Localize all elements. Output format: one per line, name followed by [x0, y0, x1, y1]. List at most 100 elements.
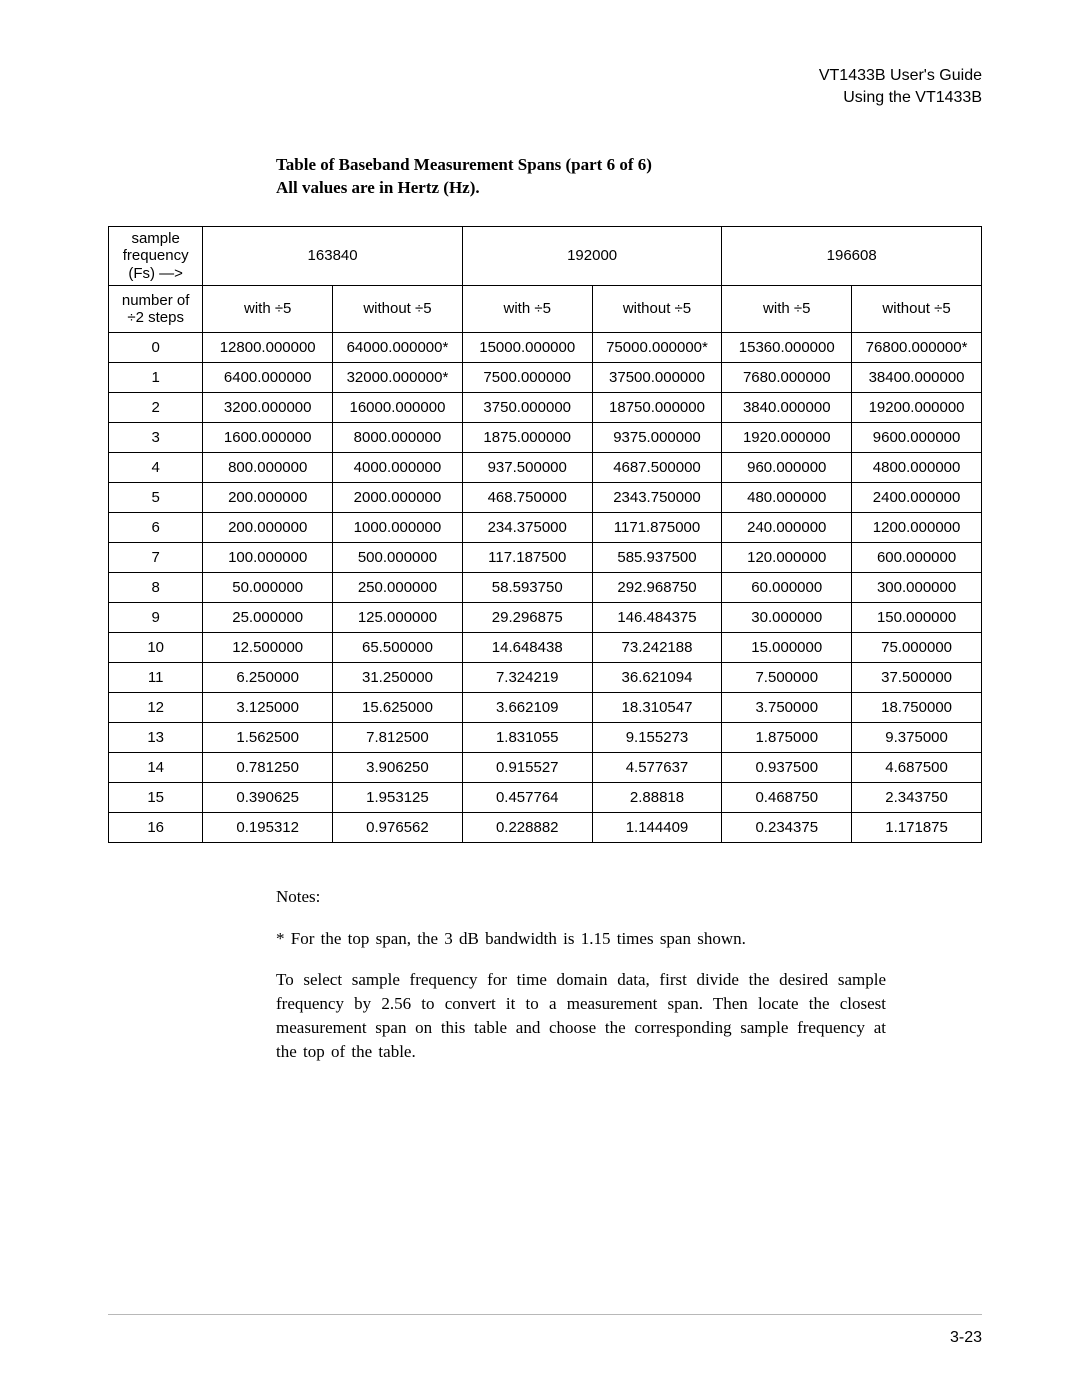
- table-row: 012800.00000064000.000000*15000.00000075…: [109, 332, 982, 362]
- table-row: 4800.0000004000.000000937.5000004687.500…: [109, 452, 982, 482]
- value-cell: 1000.000000: [333, 512, 463, 542]
- table-title-line2: All values are in Hertz (Hz).: [276, 177, 982, 200]
- freq-group-0: 163840: [203, 227, 463, 286]
- corner-header-l1: sample frequency: [123, 230, 189, 264]
- value-cell: 0.234375: [722, 812, 852, 842]
- value-cell: 7.324219: [462, 662, 592, 692]
- value-cell: 15.000000: [722, 632, 852, 662]
- table-row: 5200.0000002000.000000468.7500002343.750…: [109, 482, 982, 512]
- value-cell: 25.000000: [203, 602, 333, 632]
- value-cell: 1.875000: [722, 722, 852, 752]
- table-row: 850.000000250.00000058.593750292.9687506…: [109, 572, 982, 602]
- value-cell: 1600.000000: [203, 422, 333, 452]
- value-cell: 18.310547: [592, 692, 722, 722]
- value-cell: 65.500000: [333, 632, 463, 662]
- value-cell: 200.000000: [203, 482, 333, 512]
- value-cell: 240.000000: [722, 512, 852, 542]
- value-cell: 600.000000: [852, 542, 982, 572]
- doc-header: VT1433B User's Guide Using the VT1433B: [108, 65, 982, 108]
- value-cell: 1.171875: [852, 812, 982, 842]
- value-cell: 29.296875: [462, 602, 592, 632]
- value-cell: 7.812500: [333, 722, 463, 752]
- value-cell: 6.250000: [203, 662, 333, 692]
- value-cell: 14.648438: [462, 632, 592, 662]
- subhead-0: with ÷5: [203, 285, 333, 332]
- value-cell: 32000.000000*: [333, 362, 463, 392]
- value-cell: 15.625000: [333, 692, 463, 722]
- value-cell: 3.906250: [333, 752, 463, 782]
- table-row: 160.1953120.9765620.2288821.1444090.2343…: [109, 812, 982, 842]
- value-cell: 4800.000000: [852, 452, 982, 482]
- value-cell: 7500.000000: [462, 362, 592, 392]
- value-cell: 0.976562: [333, 812, 463, 842]
- value-cell: 76800.000000*: [852, 332, 982, 362]
- value-cell: 100.000000: [203, 542, 333, 572]
- value-cell: 234.375000: [462, 512, 592, 542]
- value-cell: 75000.000000*: [592, 332, 722, 362]
- value-cell: 0.915527: [462, 752, 592, 782]
- value-cell: 1171.875000: [592, 512, 722, 542]
- value-cell: 300.000000: [852, 572, 982, 602]
- value-cell: 2000.000000: [333, 482, 463, 512]
- step-cell: 7: [109, 542, 203, 572]
- corner-header-steps-l1: number of: [122, 292, 190, 309]
- step-cell: 1: [109, 362, 203, 392]
- corner-header-l2: (Fs) —>: [128, 265, 183, 282]
- value-cell: 1920.000000: [722, 422, 852, 452]
- value-cell: 2400.000000: [852, 482, 982, 512]
- step-cell: 8: [109, 572, 203, 602]
- table-head-row-2: number of ÷2 steps with ÷5 without ÷5 wi…: [109, 285, 982, 332]
- step-cell: 3: [109, 422, 203, 452]
- page-number: 3-23: [108, 1329, 982, 1347]
- value-cell: 1.144409: [592, 812, 722, 842]
- value-cell: 468.750000: [462, 482, 592, 512]
- step-cell: 16: [109, 812, 203, 842]
- value-cell: 120.000000: [722, 542, 852, 572]
- value-cell: 37.500000: [852, 662, 982, 692]
- value-cell: 3200.000000: [203, 392, 333, 422]
- value-cell: 73.242188: [592, 632, 722, 662]
- step-cell: 11: [109, 662, 203, 692]
- value-cell: 50.000000: [203, 572, 333, 602]
- value-cell: 0.937500: [722, 752, 852, 782]
- value-cell: 7.500000: [722, 662, 852, 692]
- value-cell: 9600.000000: [852, 422, 982, 452]
- value-cell: 9.155273: [592, 722, 722, 752]
- step-cell: 0: [109, 332, 203, 362]
- step-cell: 4: [109, 452, 203, 482]
- table-row: 123.12500015.6250003.66210918.3105473.75…: [109, 692, 982, 722]
- doc-title-line2: Using the VT1433B: [108, 87, 982, 109]
- table-title: Table of Baseband Measurement Spans (par…: [276, 154, 982, 200]
- value-cell: 3750.000000: [462, 392, 592, 422]
- value-cell: 3840.000000: [722, 392, 852, 422]
- page: VT1433B User's Guide Using the VT1433B T…: [0, 0, 1080, 1397]
- value-cell: 1.831055: [462, 722, 592, 752]
- value-cell: 60.000000: [722, 572, 852, 602]
- notes-p1: * For the top span, the 3 dB bandwidth i…: [276, 927, 886, 951]
- value-cell: 4.687500: [852, 752, 982, 782]
- value-cell: 4687.500000: [592, 452, 722, 482]
- value-cell: 16000.000000: [333, 392, 463, 422]
- table-body: 012800.00000064000.000000*15000.00000075…: [109, 332, 982, 842]
- table-head: sample frequency (Fs) —> 163840 192000 1…: [109, 227, 982, 333]
- value-cell: 250.000000: [333, 572, 463, 602]
- step-cell: 9: [109, 602, 203, 632]
- table-row: 23200.00000016000.0000003750.00000018750…: [109, 392, 982, 422]
- value-cell: 117.187500: [462, 542, 592, 572]
- value-cell: 3.125000: [203, 692, 333, 722]
- value-cell: 800.000000: [203, 452, 333, 482]
- value-cell: 3.750000: [722, 692, 852, 722]
- value-cell: 585.937500: [592, 542, 722, 572]
- value-cell: 200.000000: [203, 512, 333, 542]
- value-cell: 4.577637: [592, 752, 722, 782]
- footer-rule: [108, 1314, 982, 1315]
- value-cell: 0.390625: [203, 782, 333, 812]
- table-row: 116.25000031.2500007.32421936.6210947.50…: [109, 662, 982, 692]
- notes-heading: Notes:: [276, 885, 886, 909]
- value-cell: 30.000000: [722, 602, 852, 632]
- step-cell: 2: [109, 392, 203, 422]
- table-row: 31600.0000008000.0000001875.0000009375.0…: [109, 422, 982, 452]
- freq-group-1: 192000: [462, 227, 722, 286]
- value-cell: 8000.000000: [333, 422, 463, 452]
- page-footer: 3-23: [108, 1314, 982, 1347]
